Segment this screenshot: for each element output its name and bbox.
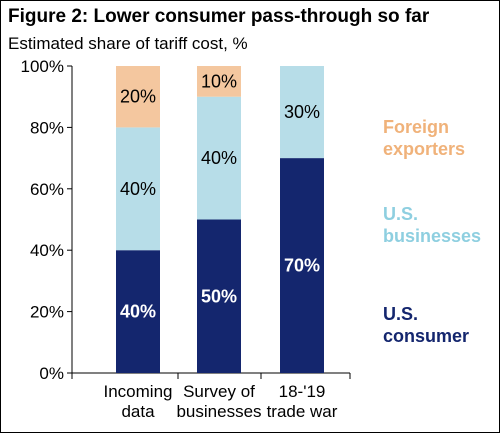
y-tick-label: 40% [30, 241, 64, 260]
bar-segment [197, 96, 241, 220]
data-label: 40% [120, 302, 156, 322]
legend-entry: U.S. consumer [383, 304, 469, 346]
y-tick-label: 80% [30, 118, 64, 137]
x-category-label: businesses [176, 402, 261, 421]
y-tick-label: 0% [39, 364, 64, 383]
y-tick-label: 100% [21, 57, 64, 76]
chart-subtitle: Estimated share of tariff cost, % [8, 34, 248, 53]
data-label: 20% [120, 87, 156, 107]
x-category-label: 18-'19 [279, 382, 326, 401]
chart-title: Figure 2: Lower consumer pass-through so… [8, 6, 430, 27]
data-label: 40% [120, 179, 156, 199]
data-label: 70% [284, 256, 320, 276]
bar-segment [197, 219, 241, 373]
data-label: 10% [201, 71, 237, 91]
bar-segment [116, 66, 160, 128]
legend-entry: Foreign exporters [383, 117, 465, 159]
x-category-label: Incoming [104, 382, 173, 401]
bar-segment [197, 66, 241, 97]
bar-segment [116, 127, 160, 251]
data-label: 30% [284, 102, 320, 122]
legend-entry: U.S. businesses [383, 204, 481, 246]
data-label: 40% [201, 148, 237, 168]
bar-segment [116, 250, 160, 373]
data-label: 50% [201, 286, 237, 306]
x-category-label: data [121, 402, 155, 421]
x-category-label: trade war [267, 402, 338, 421]
bar-segment [280, 66, 324, 159]
bar-segment [280, 158, 324, 373]
x-category-label: Survey of [183, 382, 255, 401]
y-tick-label: 60% [30, 180, 64, 199]
y-tick-label: 20% [30, 303, 64, 322]
